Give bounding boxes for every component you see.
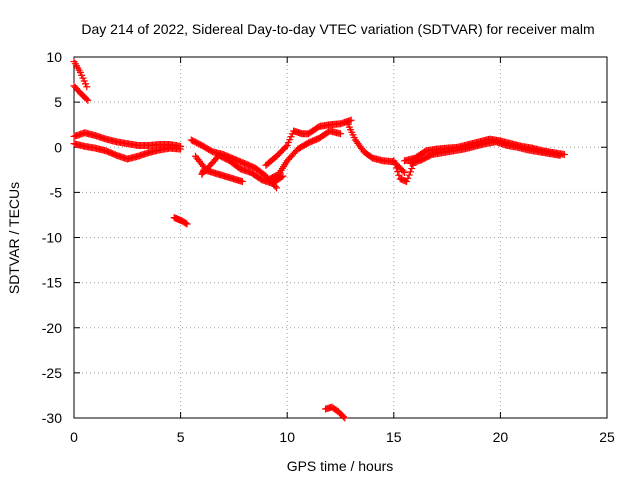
data-point [83,83,91,91]
data-segment [266,127,344,183]
y-tick-label: 10 [46,49,62,65]
data-segment [322,403,349,422]
data-point [347,116,355,124]
data-point [405,171,413,179]
data-point [279,172,287,180]
x-tick-label: 15 [386,429,402,445]
y-tick-label: 5 [54,94,62,110]
data-segment [192,151,287,187]
y-tick-label: -15 [42,275,62,291]
data-point [391,160,399,168]
data-point [84,96,92,104]
x-tick-label: 25 [599,429,615,445]
y-tick-label: -20 [42,320,62,336]
data-segment [407,138,564,167]
data-point [390,157,398,165]
data-point [282,143,290,151]
data-point [339,413,347,421]
data-points [70,58,568,422]
x-tick-label: 5 [177,429,185,445]
x-axis-label: GPS time / hours [287,458,394,474]
data-point [273,184,281,192]
data-segment [198,166,246,186]
x-tick-label: 0 [70,429,78,445]
data-point [556,151,564,159]
data-point [183,220,191,228]
data-point [406,168,414,176]
y-tick-label: 0 [54,139,62,155]
data-point [394,168,402,176]
y-axis-label: SDTVAR / TECUs [6,182,22,294]
chart-title: Day 214 of 2022, Sidereal Day-to-day VTE… [81,21,594,37]
data-point [337,130,344,138]
y-tick-label: -5 [50,184,63,200]
data-point [392,164,400,172]
data-segment [70,58,91,91]
y-tick-label: -25 [42,365,62,381]
data-point [341,414,349,422]
data-point [403,178,411,186]
data-segment [70,82,92,104]
data-point [395,171,403,179]
data-segment [170,214,191,228]
y-tick-label: -10 [42,230,62,246]
data-point [177,145,185,153]
x-tick-label: 20 [493,429,509,445]
y-tick-label: -30 [42,410,62,426]
axis-ticks: 0 5 10 15 20 25 10 5 0 -5 -10 -15 -20 -25 -30 [42,49,615,445]
data-point [400,169,408,177]
x-tick-label: 10 [279,429,295,445]
data-point [182,219,190,227]
data-point [404,174,412,182]
data-point [238,178,246,186]
data-segment [70,140,185,163]
data-point [83,95,91,103]
data-point [560,150,568,158]
